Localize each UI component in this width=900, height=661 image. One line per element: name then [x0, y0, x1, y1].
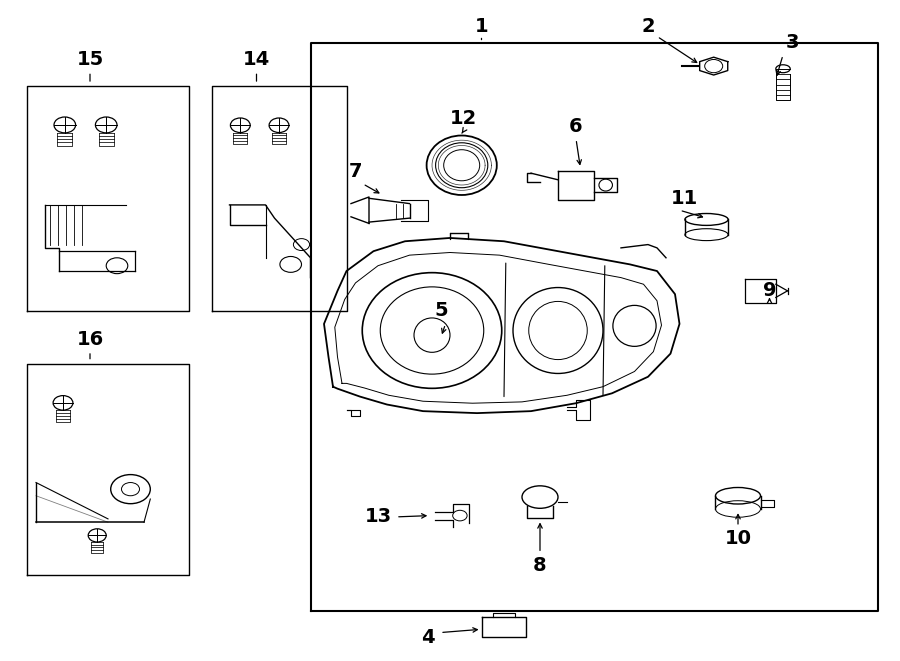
Text: 16: 16 [76, 330, 104, 348]
Text: 15: 15 [76, 50, 104, 69]
Text: 2: 2 [641, 17, 655, 36]
Text: 11: 11 [670, 189, 698, 208]
Text: 6: 6 [569, 118, 583, 136]
Text: 1: 1 [474, 17, 489, 36]
Text: 13: 13 [364, 508, 392, 526]
Text: 10: 10 [724, 529, 751, 548]
Text: 9: 9 [763, 282, 776, 300]
Text: 4: 4 [420, 629, 435, 647]
Text: 3: 3 [785, 34, 799, 52]
Text: 5: 5 [434, 301, 448, 320]
Text: 7: 7 [349, 163, 362, 181]
Text: 12: 12 [450, 110, 477, 128]
Text: 8: 8 [533, 556, 547, 574]
Text: 14: 14 [243, 50, 270, 69]
